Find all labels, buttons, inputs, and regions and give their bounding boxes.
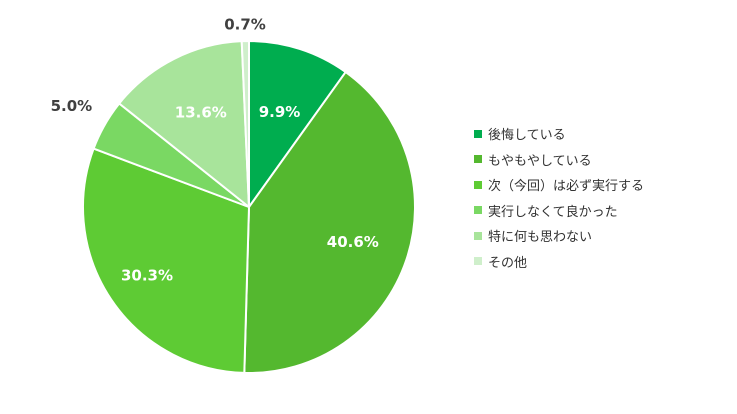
pie-slice-5 xyxy=(118,40,250,208)
pie-value-label-3: 30.3% xyxy=(121,267,173,285)
pie-slice-2 xyxy=(243,71,416,374)
pie-value-label-1: 9.9% xyxy=(259,103,301,121)
legend-label-6: その他 xyxy=(488,255,528,271)
legend-swatch-4 xyxy=(474,206,482,215)
pie-slice-3 xyxy=(82,147,250,374)
legend-swatch-1 xyxy=(474,129,482,138)
pie-value-label-6: 0.7% xyxy=(224,15,266,33)
legend-label-5: 特に何も思わない xyxy=(488,230,593,246)
legend-item-4: 実行しなくて良かった xyxy=(474,198,644,224)
legend-label-4: 実行しなくて良かった xyxy=(488,204,618,220)
legend-swatch-6 xyxy=(474,257,482,266)
legend-item-5: 特に何も思わない xyxy=(474,223,644,249)
pie-slice-1 xyxy=(248,40,347,208)
pie-value-label-2: 40.6% xyxy=(327,233,379,251)
chart-legend: 後悔しているもやもやしている次（今回）は必ず実行する 実行しなくて良かった 特に何も… xyxy=(474,121,644,274)
legend-item-3: 次（今回）は必ず実行する xyxy=(474,172,644,198)
pie-value-labels: 9.9% 40.6% 30.3% 5.0% 13.6% 0.7% xyxy=(51,15,379,284)
legend-swatch-2 xyxy=(474,155,482,164)
legend-label-1: 後悔している xyxy=(488,128,566,144)
legend-label-2: もやもやしている xyxy=(488,153,592,169)
legend-item-2: もやもやしている xyxy=(474,147,644,173)
pie-slices xyxy=(82,40,416,374)
pie-value-label-4: 5.0% xyxy=(51,97,93,115)
legend-item-1: 後悔している xyxy=(474,121,644,147)
legend-label-3: 次（今回）は必ず実行する xyxy=(488,179,645,195)
pie-slice-6 xyxy=(240,40,250,208)
pie-value-label-5: 13.6% xyxy=(175,103,227,121)
legend-swatch-5 xyxy=(474,231,482,240)
legend-item-6: その他 xyxy=(474,249,644,275)
legend-swatch-3 xyxy=(474,180,482,189)
